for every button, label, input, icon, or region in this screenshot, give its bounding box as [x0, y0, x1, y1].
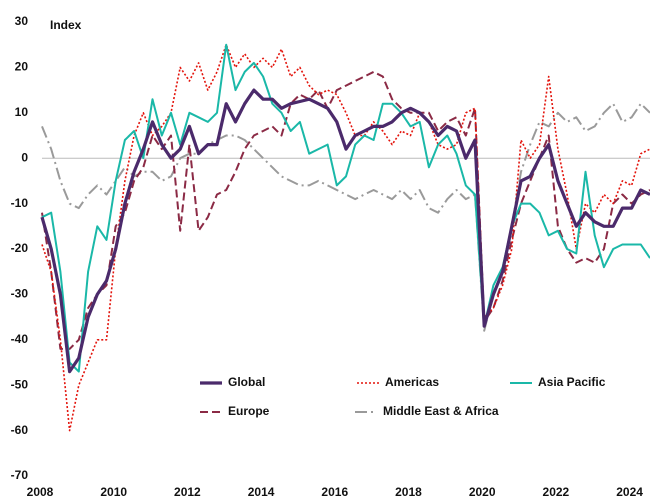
x-tick-label: 2018	[395, 485, 422, 499]
legend-label: Americas	[385, 375, 439, 389]
series-line	[41, 43, 650, 432]
y-tick-label: -50	[11, 377, 29, 391]
x-tick-label: 2014	[248, 485, 275, 499]
x-tick-label: 2024	[616, 485, 643, 499]
y-tick-label: -60	[11, 423, 29, 437]
x-tick-label: 2016	[321, 485, 348, 499]
y-tick-label: -70	[11, 468, 29, 482]
y-tick-label: 20	[15, 60, 29, 74]
legend-label: Global	[228, 375, 265, 389]
y-tick-label: -10	[11, 196, 29, 210]
x-tick-label: 2010	[100, 485, 127, 499]
legend-label: Asia Pacific	[538, 375, 606, 389]
y-tick-label: -20	[11, 241, 29, 255]
x-tick-label: 2008	[27, 485, 54, 499]
y-tick-label: -40	[11, 332, 29, 346]
series-line	[41, 43, 650, 373]
y-tick-label: 0	[21, 150, 28, 164]
x-tick-label: 2022	[543, 485, 570, 499]
series-line	[41, 70, 650, 350]
series-line	[41, 102, 650, 332]
x-tick-label: 2012	[174, 485, 201, 499]
y-tick-label: 30	[15, 14, 29, 28]
legend-label: Europe	[228, 404, 270, 418]
y-tick-label: 10	[15, 105, 29, 119]
x-tick-label: 2020	[469, 485, 496, 499]
legend-label: Middle East & Africa	[383, 404, 499, 418]
y-axis-label: Index	[50, 18, 82, 32]
y-tick-label: -30	[11, 287, 29, 301]
series-line	[40, 88, 650, 374]
